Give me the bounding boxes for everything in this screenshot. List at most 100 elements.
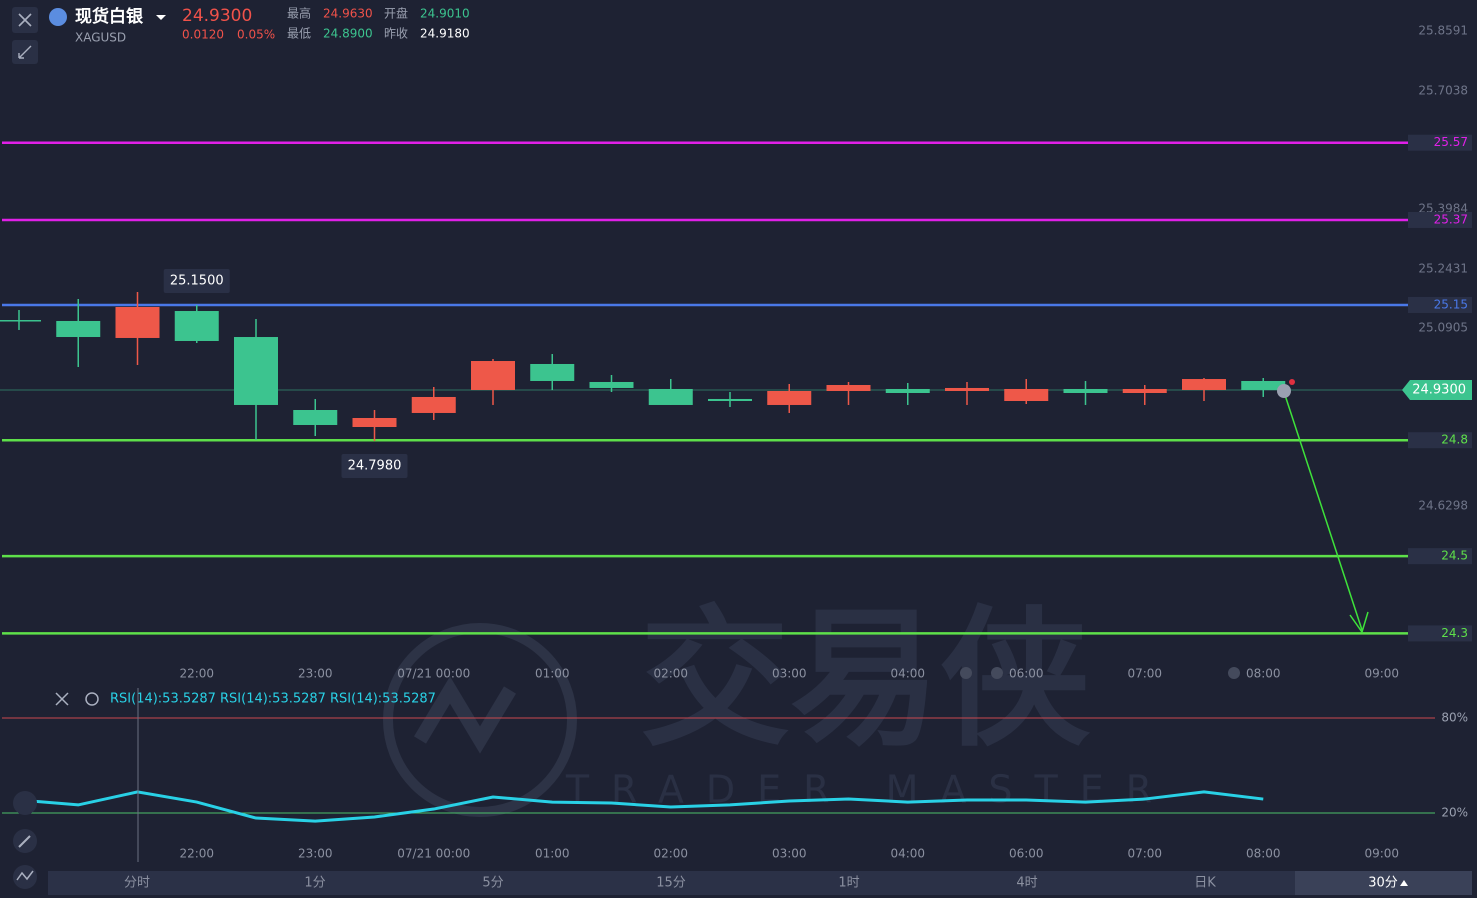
candle-body <box>1004 388 1049 401</box>
candle-body <box>885 388 930 394</box>
x-tick-label: 08:00 <box>1246 667 1281 681</box>
x-tick-label: 07:00 <box>1127 667 1162 681</box>
candle-body <box>0 320 41 322</box>
candle-body <box>293 410 338 425</box>
event-marker[interactable] <box>1228 667 1240 679</box>
last-price-label: 24.9300 <box>1412 382 1466 397</box>
stat-label: 最高 <box>287 6 311 21</box>
tab[interactable]: 1分 <box>304 876 325 891</box>
level-label: 24.5 <box>1441 549 1468 563</box>
level-label-box <box>1408 211 1472 228</box>
event-marker[interactable] <box>960 667 972 679</box>
symbol-code: XAGUSD <box>75 31 126 45</box>
y-tick-label: 25.8591 <box>1418 23 1468 37</box>
candle-body <box>589 381 634 388</box>
watermark-subtitle: TRADER MASTER <box>565 768 1174 812</box>
x-tick-label: 04:00 <box>890 667 925 681</box>
level-label: 25.57 <box>1434 135 1468 149</box>
candle-body <box>174 311 219 341</box>
tab-active <box>1295 871 1472 895</box>
indicator-close[interactable] <box>55 692 69 706</box>
indicator-settings[interactable] <box>85 692 99 706</box>
x-tick-label: 08:00 <box>1246 847 1281 861</box>
y-tick-label: 24.6298 <box>1418 498 1468 512</box>
y-tick-label: 20% <box>1441 805 1468 819</box>
candle-body <box>56 320 101 338</box>
symbol-name[interactable]: 现货白银 <box>75 6 144 27</box>
change-pct: 0.05% <box>237 28 275 42</box>
stat-value: 24.9010 <box>420 7 470 21</box>
watermark-logo <box>383 623 577 817</box>
x-tick-label: 04:00 <box>890 847 925 861</box>
dropdown-arrow[interactable] <box>156 15 166 20</box>
x-tick-label: 03:00 <box>772 667 807 681</box>
candle-body <box>945 387 989 391</box>
x-tick-label: 06:00 <box>1009 847 1044 861</box>
level-label-box <box>1408 625 1472 642</box>
watermark-logo-mark <box>413 676 517 754</box>
y-tick-label: 25.7038 <box>1418 83 1468 97</box>
forecast-arrowhead <box>1349 611 1369 634</box>
candle-body <box>1182 379 1226 390</box>
x-tick-label: 02:00 <box>653 847 688 861</box>
watermark-title: 交易侠 <box>640 593 1091 767</box>
tab[interactable]: 30分 <box>1368 876 1398 891</box>
candle-body <box>352 418 397 428</box>
event-marker[interactable] <box>991 667 1003 679</box>
tab[interactable]: 日K <box>1194 876 1216 891</box>
candle-body <box>471 361 515 390</box>
plot: 25.859125.703825.398425.243125.090524.62… <box>0 23 1472 861</box>
level-label-box <box>1408 134 1472 151</box>
candle-body <box>530 363 575 381</box>
y-tick-label: 25.2431 <box>1418 262 1468 276</box>
symbol-icon <box>49 8 67 26</box>
stat-label: 最低 <box>287 27 311 41</box>
x-tick-label: 03:00 <box>772 847 807 861</box>
stat-value: 24.9630 <box>323 7 373 21</box>
collapse-icon <box>18 45 32 59</box>
tab[interactable]: 1时 <box>838 876 859 891</box>
x-tick-label: 22:00 <box>179 847 214 861</box>
x-tick-label: 09:00 <box>1364 667 1399 681</box>
stat-value: 24.8900 <box>323 27 373 41</box>
stat-label: 昨收 <box>384 27 408 41</box>
rsi-line <box>18 790 1264 823</box>
level-label: 24.8 <box>1441 433 1468 447</box>
x-tick-label: 22:00 <box>179 667 214 681</box>
level-label-box <box>1408 296 1472 313</box>
candle-body <box>826 385 871 391</box>
alert-dot <box>1289 379 1295 385</box>
y-tick-label: 25.0905 <box>1418 320 1468 334</box>
annotation-box <box>163 268 230 293</box>
x-tick-label: 06:00 <box>1009 667 1044 681</box>
current-marker[interactable] <box>1277 384 1291 398</box>
annotation-box <box>341 453 408 478</box>
stat-label: 开盘 <box>384 6 408 21</box>
level-label: 25.37 <box>1434 212 1468 226</box>
x-tick-label: 23:00 <box>298 667 333 681</box>
stat-value: 24.9180 <box>420 27 470 41</box>
tab[interactable]: 5分 <box>482 876 503 891</box>
candle-body <box>1241 380 1286 390</box>
x-tick-label: 01:00 <box>535 847 570 861</box>
close-icon <box>18 13 32 27</box>
tab[interactable]: 分时 <box>124 876 150 891</box>
x-tick-label: 02:00 <box>653 667 688 681</box>
change: 0.0120 <box>182 28 224 42</box>
x-tick-label: 07/21 00:00 <box>397 667 470 681</box>
candle-body <box>411 396 456 413</box>
tool-button[interactable] <box>13 791 37 815</box>
legend-entry: RSI(14):53.5287 <box>220 692 326 707</box>
x-tick-label: 01:00 <box>535 667 570 681</box>
tab[interactable]: 15分 <box>656 876 686 891</box>
indicator-icon <box>16 870 34 881</box>
y-tick-label: 80% <box>1441 711 1468 725</box>
x-tick-label: 23:00 <box>298 847 333 861</box>
level-label-box <box>1408 432 1472 449</box>
price: 24.9300 <box>182 6 252 26</box>
tab[interactable]: 4时 <box>1016 876 1037 891</box>
forecast-arrow <box>1283 391 1363 631</box>
x-tick-label: 09:00 <box>1364 847 1399 861</box>
